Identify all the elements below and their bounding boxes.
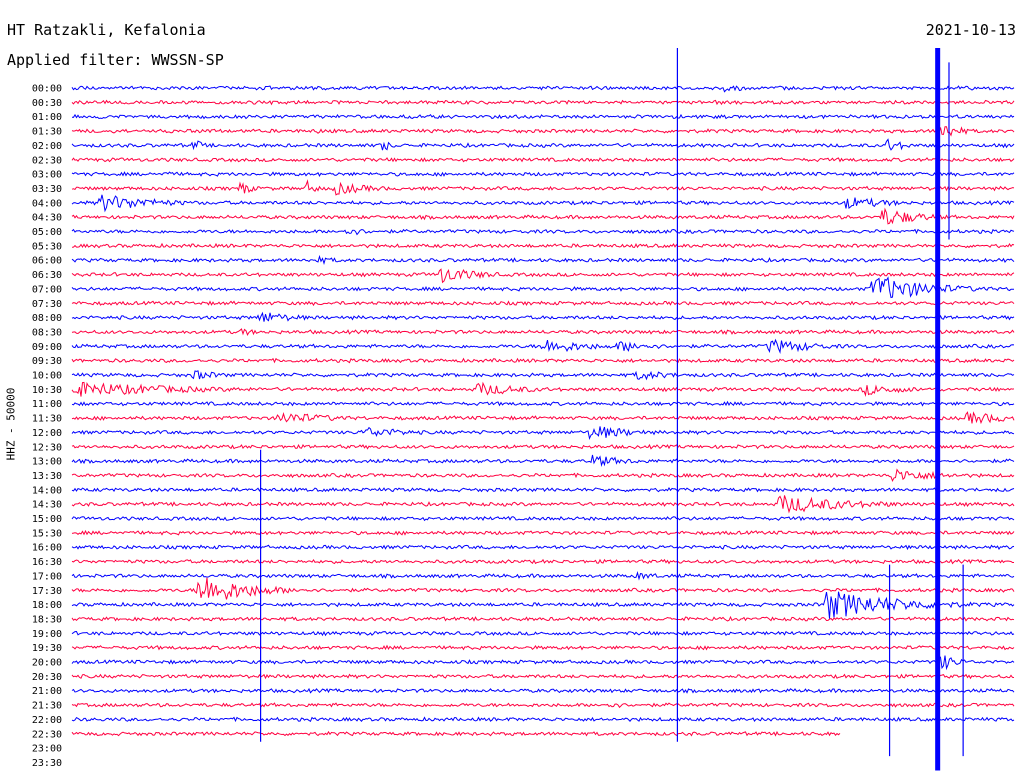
trace-row-30 [71,515,1015,522]
row-tick-label: 19:00 [32,629,62,640]
row-tick-label: 04:00 [32,198,62,209]
row-tick-label: 07:00 [32,284,62,295]
trace-row-29 [71,495,1015,514]
row-tick-label: 09:30 [32,356,62,367]
trace-row-37 [71,615,1015,622]
row-tick-label: 10:30 [32,385,62,396]
trace-row-23 [71,411,1015,425]
row-tick-label: 15:00 [32,514,62,525]
trace-row-18 [71,338,1015,354]
trace-row-1 [71,99,1015,106]
row-tick-label: 17:30 [32,586,62,597]
trace-row-32 [71,544,1015,551]
trace-row-36 [71,591,1015,619]
trace-row-33 [71,558,1014,565]
row-tick-label: 03:00 [32,170,62,181]
trace-row-35 [71,577,1015,600]
row-tick-label: 21:30 [32,701,62,712]
row-tick-label: 05:00 [32,227,62,238]
trace-row-17 [71,328,1015,336]
trace-row-26 [71,454,1015,468]
row-tick-label: 12:30 [32,442,62,453]
trace-row-24 [71,426,1015,441]
row-tick-label: 16:30 [32,557,62,568]
row-tick-label: 22:00 [32,715,62,726]
record-date: 2021-10-13 [925,21,1016,39]
row-tick-label: 15:30 [32,528,62,539]
trace-row-21 [71,381,1015,398]
row-tick-label: 05:30 [32,241,62,252]
trace-row-39 [71,644,1015,651]
row-tick-label: 03:30 [32,184,62,195]
row-tick-label: 08:00 [32,313,62,324]
trace-row-41 [71,673,1015,680]
filter-label: Applied filter: WWSSN-SP [7,51,224,69]
trace-row-43 [71,702,1015,709]
row-tick-label: 17:00 [32,571,62,582]
row-tick-label: 09:00 [32,342,62,353]
trace-row-2 [71,113,1015,120]
trace-row-31 [71,529,1015,536]
row-tick-label: 20:00 [32,658,62,669]
row-tick-label: 14:00 [32,485,62,496]
row-tick-label: 08:30 [32,327,62,338]
trace-row-5 [71,157,1015,163]
row-tick-label: 06:00 [32,256,62,267]
y-axis-label: HHZ - 50000 [4,387,18,461]
trace-row-27 [71,468,1015,483]
row-tick-label: 10:00 [32,371,62,382]
trace-row-44 [71,716,1015,723]
row-tick-label: 21:00 [32,686,62,697]
trace-row-40 [71,654,1015,671]
row-tick-label: 01:00 [32,112,62,123]
row-tick-label: 04:30 [32,213,62,224]
trace-row-34 [71,571,1015,581]
row-tick-label: 19:30 [32,643,62,654]
trace-row-45 [71,730,841,737]
trace-row-15 [71,300,1015,307]
trace-row-38 [71,630,1015,637]
row-tick-label: 16:00 [32,543,62,554]
trace-row-6 [71,171,1015,177]
trace-row-28 [71,486,1015,493]
trace-row-13 [71,268,1015,284]
row-tick-label: 00:30 [32,98,62,109]
row-tick-label: 01:30 [32,127,62,138]
trace-row-10 [71,228,1015,236]
row-tick-label: 18:00 [32,600,62,611]
row-tick-label: 20:30 [32,672,62,683]
row-tick-label: 12:00 [32,428,62,439]
row-tick-label: 23:00 [32,744,62,755]
row-tick-label: 02:30 [32,155,62,166]
trace-row-20 [71,370,1015,381]
row-tick-label: 06:30 [32,270,62,281]
row-tick-label: 13:30 [32,471,62,482]
row-tick-label: 18:30 [32,614,62,625]
row-tick-label: 13:00 [32,457,62,468]
trace-row-7 [71,179,1015,196]
trace-row-4 [71,138,1015,151]
trace-row-42 [71,687,1015,694]
trace-row-12 [71,254,1015,266]
trace-row-0 [71,85,1015,93]
row-tick-label: 02:00 [32,141,62,152]
trace-row-19 [71,357,1015,364]
row-tick-label: 14:30 [32,500,62,511]
row-tick-label: 07:30 [32,299,62,310]
trace-row-3 [71,126,1015,137]
trace-row-9 [71,207,1015,225]
row-tick-label: 23:30 [32,758,62,769]
row-tick-label: 22:30 [32,729,62,740]
trace-row-14 [71,276,1014,299]
row-tick-label: 00:00 [32,84,62,95]
station-title: HT Ratzakli, Kefalonia [7,21,206,39]
trace-row-25 [71,443,1015,450]
trace-row-8 [71,194,1015,213]
row-tick-label: 11:30 [32,414,62,425]
trace-row-22 [71,400,1015,407]
row-tick-label: 11:00 [32,399,62,410]
trace-row-16 [71,311,1015,322]
trace-row-11 [71,242,1015,249]
